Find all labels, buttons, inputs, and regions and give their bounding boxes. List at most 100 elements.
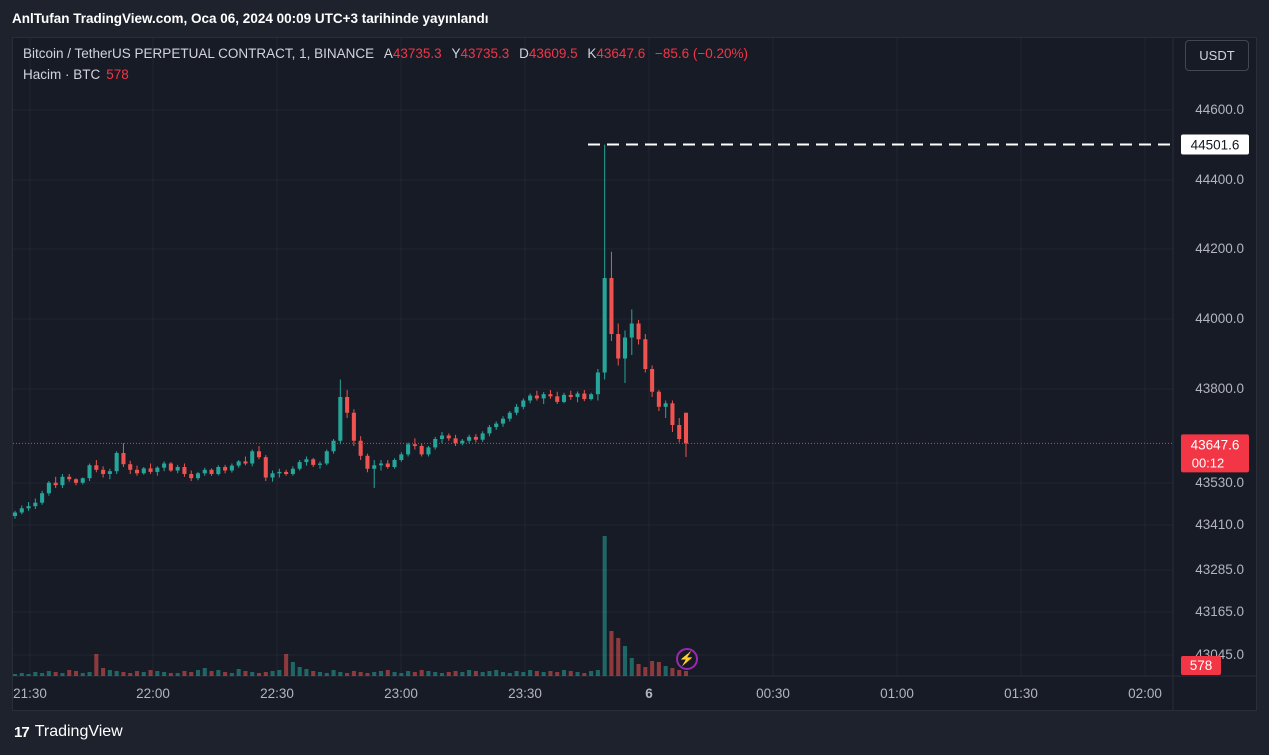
candle-body xyxy=(656,391,661,407)
volume-bar xyxy=(60,673,65,676)
candle-body xyxy=(528,395,533,401)
candle-body xyxy=(175,467,180,471)
tradingview-logo[interactable]: 17 TradingView xyxy=(14,723,123,741)
candle-body xyxy=(345,397,350,413)
price-tick-label: 43800.0 xyxy=(1195,381,1244,396)
candle-body xyxy=(148,468,153,472)
volume-bar xyxy=(439,673,445,676)
volume-value-box xyxy=(1181,656,1221,675)
candle-body xyxy=(378,463,384,466)
candle-body xyxy=(182,467,187,474)
currency-button[interactable]: USDT xyxy=(1185,40,1249,71)
candle-body xyxy=(534,395,539,399)
candle-body xyxy=(26,506,31,509)
volume-bar xyxy=(324,673,329,676)
volume-bar xyxy=(351,671,356,676)
candle-body xyxy=(256,451,262,458)
volume-bar xyxy=(372,672,377,676)
volume-bar xyxy=(182,671,187,676)
candle-body xyxy=(189,474,194,479)
volume-bar xyxy=(162,672,167,676)
candle-body xyxy=(60,476,65,486)
candle-body xyxy=(87,465,92,479)
volume-bar xyxy=(148,670,153,676)
volume-bar xyxy=(683,671,689,676)
candle-body xyxy=(629,323,634,338)
countdown-label: 00:12 xyxy=(1192,455,1225,470)
volume-bar xyxy=(568,671,573,676)
time-tick-label: 23:30 xyxy=(508,686,542,701)
volume-bar xyxy=(311,671,316,676)
candle-body xyxy=(453,438,458,444)
price-tick-label: 43165.0 xyxy=(1195,604,1244,619)
volume-bar xyxy=(629,658,634,676)
volume-bar xyxy=(134,671,140,676)
candle-body xyxy=(616,334,621,359)
volume-bar xyxy=(622,646,628,676)
volume-bar xyxy=(467,670,472,676)
candle-body xyxy=(311,459,316,465)
candle-body xyxy=(460,440,465,444)
candle-body xyxy=(446,435,451,439)
volume-bar xyxy=(40,673,45,676)
candle-body xyxy=(683,412,689,444)
candle-body xyxy=(392,460,397,467)
volume-bar xyxy=(168,673,173,676)
candle-body xyxy=(297,462,302,469)
candle-body xyxy=(575,393,580,397)
volume-bar xyxy=(582,673,587,676)
volume-bar xyxy=(548,671,553,676)
volume-bar xyxy=(270,671,275,676)
volume-bar xyxy=(256,673,262,676)
candle-body xyxy=(277,471,282,474)
volume-legend: Hacim · BTC 578 xyxy=(23,67,129,82)
candle-body xyxy=(168,463,173,471)
price-tick-label: 44000.0 xyxy=(1195,311,1244,326)
volume-value-label: 578 xyxy=(1190,658,1213,673)
volume-bar xyxy=(175,673,180,676)
candle-body xyxy=(338,397,343,441)
volume-bar xyxy=(114,671,119,676)
chart-frame[interactable] xyxy=(12,37,1257,711)
close-label: K xyxy=(587,46,597,61)
volume-bar xyxy=(223,672,228,676)
volume-bar xyxy=(609,631,614,676)
volume-bar xyxy=(107,670,112,676)
candle-body xyxy=(202,469,207,474)
candle-body xyxy=(521,400,526,407)
candle-body xyxy=(494,423,499,428)
price-tick-label: 44400.0 xyxy=(1195,172,1244,187)
candle-body xyxy=(589,394,594,400)
volume-bar xyxy=(385,670,390,676)
volume-bar xyxy=(338,672,343,676)
candle-body xyxy=(419,446,424,455)
volume-bar xyxy=(202,668,207,676)
volume-bar xyxy=(677,670,682,676)
time-tick-label: 23:00 xyxy=(384,686,418,701)
published-header: AnlTufan TradingView.com, Oca 06, 2024 0… xyxy=(12,11,489,26)
time-tick-label: 22:00 xyxy=(136,686,170,701)
candle-body xyxy=(284,471,289,474)
candle-body xyxy=(101,469,106,474)
candle-body xyxy=(555,396,560,402)
volume-label[interactable]: Hacim · BTC xyxy=(23,67,101,82)
candle-body xyxy=(487,427,492,434)
candle-body xyxy=(467,436,472,441)
low-value: 43609.5 xyxy=(528,46,578,61)
symbol-legend: Bitcoin / TetherUS PERPETUAL CONTRACT, 1… xyxy=(23,46,748,61)
candle-body xyxy=(80,478,85,483)
candle-body xyxy=(507,412,512,419)
symbol-name[interactable]: Bitcoin / TetherUS PERPETUAL CONTRACT, 1… xyxy=(23,46,375,61)
candle-body xyxy=(636,323,641,340)
volume-bar xyxy=(643,667,648,676)
candle-body xyxy=(94,465,99,470)
volume-bar xyxy=(473,671,478,676)
candle-body xyxy=(317,463,323,465)
volume-bar xyxy=(236,669,241,676)
volume-bar xyxy=(500,672,506,676)
candle-body xyxy=(304,459,309,463)
lightning-icon[interactable]: ⚡ xyxy=(676,648,698,670)
candle-body xyxy=(473,436,478,440)
high-label: Y xyxy=(451,46,461,61)
